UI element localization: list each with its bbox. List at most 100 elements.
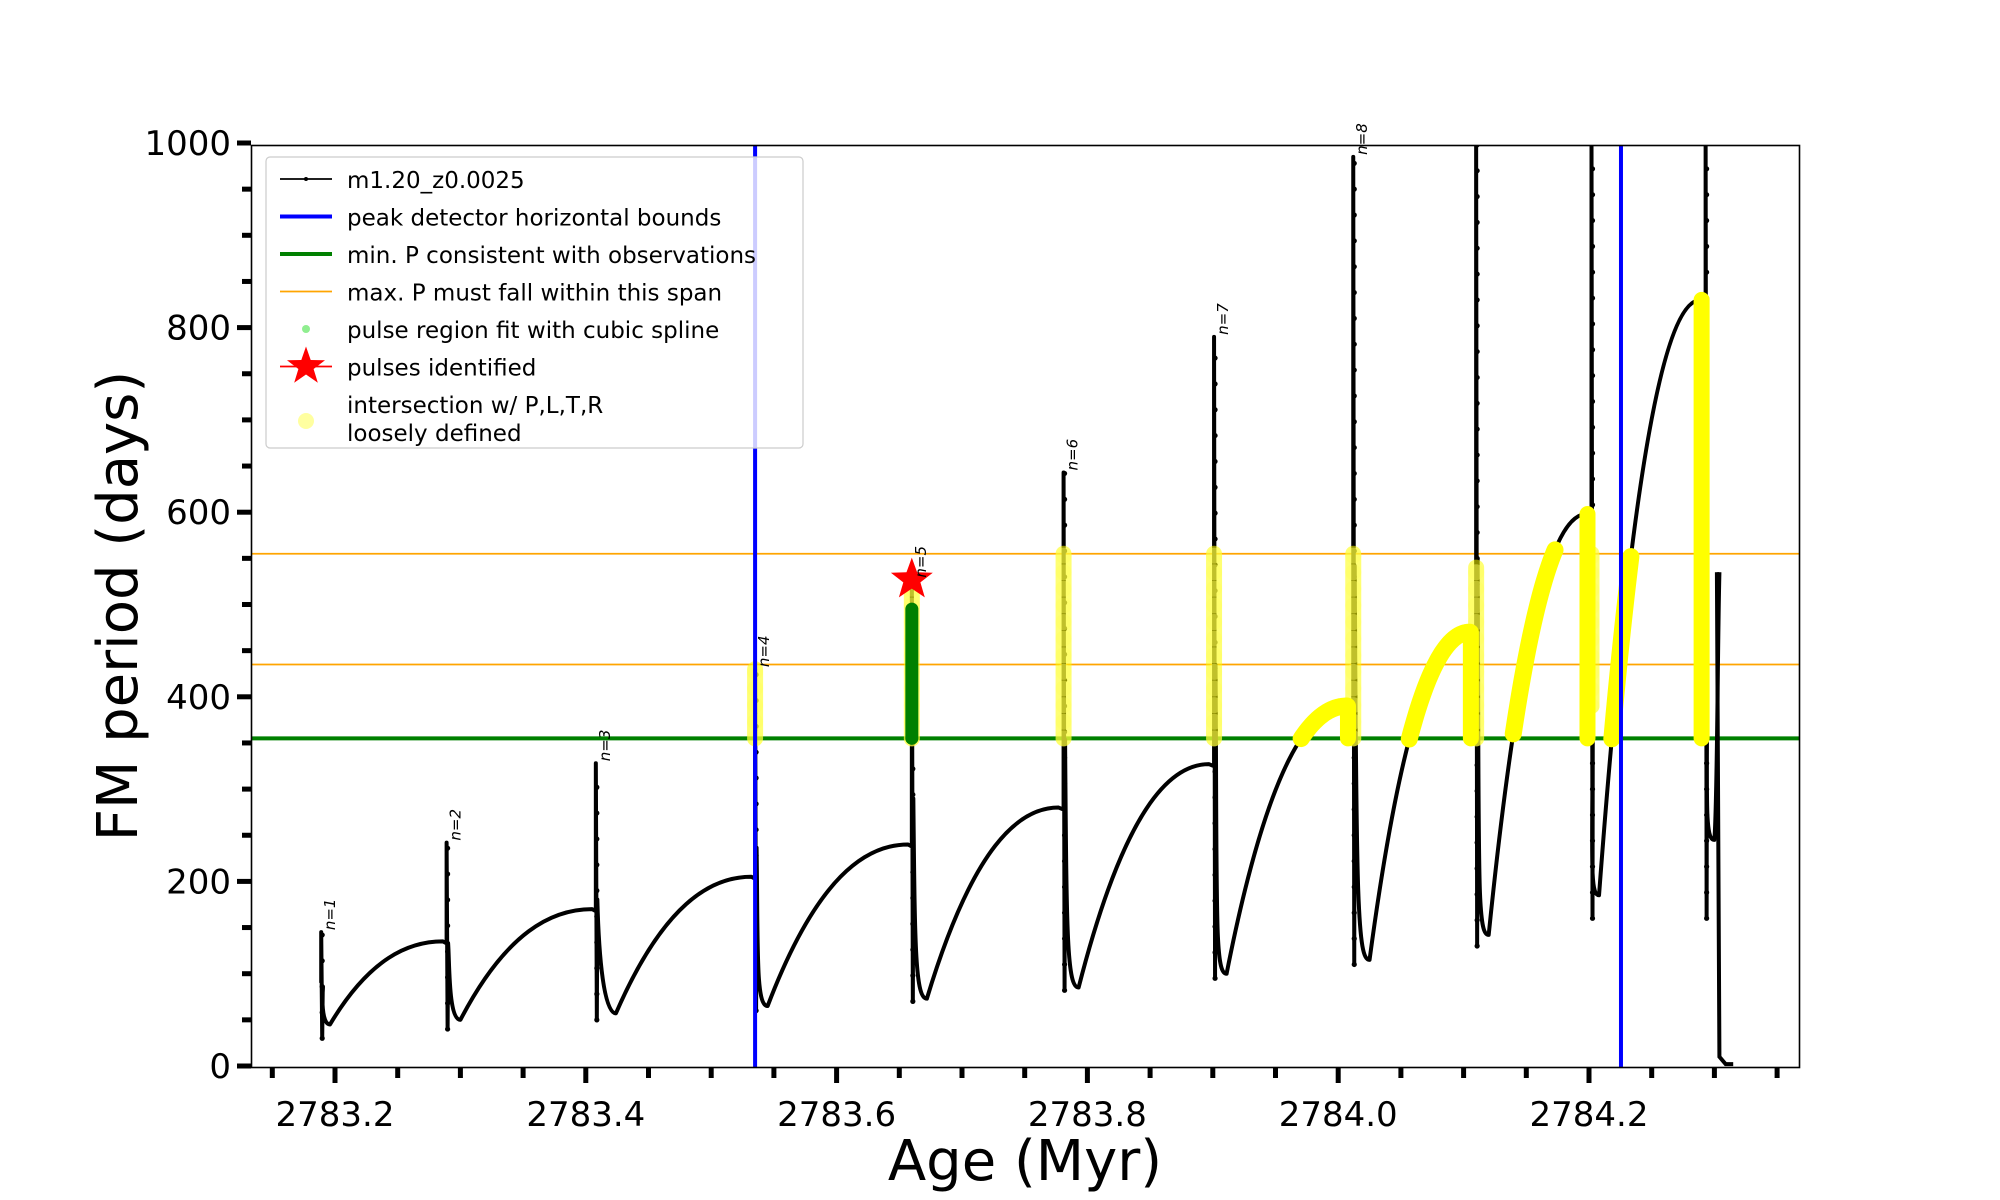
curve-data-point: [1351, 832, 1357, 838]
curve-data-point: [1474, 452, 1480, 458]
curve-data-point: [1589, 372, 1596, 379]
legend-item: pulses identified: [280, 346, 536, 383]
legend-box: [265, 156, 804, 449]
plot-frame: [250, 144, 1801, 1069]
curve-data-point: [445, 845, 451, 851]
curve-data-point: [594, 810, 600, 816]
y-tick-label: 0: [209, 1047, 231, 1087]
legend-item: peak detector horizontal bounds: [280, 206, 721, 232]
curve-data-point: [1212, 407, 1218, 413]
loose-intersection-point: [1206, 713, 1223, 730]
x-tick-label: 2783.4: [526, 1095, 645, 1135]
curve-data-point: [1212, 872, 1218, 878]
curve-data-point: [1589, 450, 1596, 456]
curve-data-point: [445, 897, 451, 903]
curve-data-point: [1589, 864, 1596, 870]
curve-data-point: [319, 1009, 325, 1016]
curve-data-point: [910, 766, 916, 772]
curve-data-point: [1351, 755, 1357, 761]
curve-data-point: [1212, 949, 1218, 956]
reference-lines: [252, 552, 1799, 741]
legend-label: intersection w/ P,L,T,R: [347, 393, 603, 419]
pulse-label: n=6: [1064, 439, 1082, 471]
curve-data-point: [1061, 755, 1068, 761]
loose-intersection-point: [1055, 663, 1072, 680]
curve-data-point: [445, 1026, 451, 1032]
period-curve: [319, 146, 1722, 1041]
curve-data-point: [1704, 166, 1710, 172]
curve-data-point: [1474, 529, 1480, 536]
curve-data-point: [1474, 891, 1480, 897]
pulse-label: n=2: [447, 809, 465, 841]
loose-intersection-point: [1468, 580, 1485, 597]
curve-data-point: [1351, 186, 1357, 192]
curve-data-point: [445, 1000, 451, 1006]
legend-item: m1.20_z0.0025: [280, 168, 525, 194]
curve-data-point: [1212, 820, 1218, 826]
y-tick-label: 200: [166, 862, 231, 902]
loose-intersection-point: [1206, 647, 1223, 664]
pulse-identified-star: [890, 557, 933, 598]
curve-data-point: [1589, 192, 1596, 198]
loose-intersection-point: [1206, 663, 1223, 680]
legend-label: m1.20_z0.0025: [347, 168, 525, 194]
y-tick-label: 600: [166, 493, 231, 533]
curve-data-point: [1704, 915, 1710, 921]
curve-data-point: [1474, 865, 1480, 872]
curve-data-point: [1474, 245, 1480, 251]
curve-data-point: [1474, 374, 1480, 381]
curve-data-point: [1589, 347, 1596, 353]
curve-data-point: [1704, 243, 1710, 249]
loose-intersection-point: [1206, 580, 1223, 597]
curve-data-point: [1589, 915, 1596, 921]
curve-data-point: [1351, 780, 1357, 787]
curve-data-point: [1589, 786, 1596, 792]
curve-data-point: [1589, 269, 1596, 275]
loose-intersection-point: [1206, 730, 1223, 747]
loose-intersection-point: [1055, 680, 1072, 697]
curve-data-point: [1474, 788, 1480, 794]
curve-data-point: [1474, 323, 1480, 329]
curve-data-point: [1589, 295, 1596, 301]
curve-data-point: [319, 984, 325, 990]
curve-data-point: [1474, 426, 1480, 432]
pulse-label: n=8: [1353, 123, 1371, 155]
pulse-labels-layer: n=1 n=2 n=3 n=4 n=5 n=6 n=7 n=8: [321, 123, 1371, 930]
curve-data-point: [1351, 341, 1357, 347]
x-tick-label: 2783.8: [1028, 1095, 1147, 1135]
curve-data-point: [1474, 917, 1480, 923]
curve-data-point: [1704, 760, 1710, 766]
loose-intersection-point: [1345, 597, 1362, 614]
curve-data-point: [1351, 160, 1357, 166]
curve-data-point: [1589, 217, 1596, 224]
curve-data-point: [910, 792, 916, 798]
curve-data-point: [1212, 432, 1218, 439]
loose-intersection-point: [1345, 614, 1362, 631]
period-curve-tail: [1714, 572, 1734, 1067]
curve-data-point: [910, 998, 916, 1004]
loose-intersection-point: [1055, 713, 1072, 730]
curve-data-point: [1704, 192, 1710, 198]
loose-intersection-point: [1055, 697, 1072, 714]
curve-data-point: [1351, 289, 1357, 296]
curve-data-point: [910, 921, 916, 927]
loose-intersection-point: [1055, 647, 1072, 664]
pulse-label: n=4: [755, 635, 773, 667]
curve-data-point: [1704, 889, 1710, 896]
curve-data-point: [1212, 846, 1218, 852]
curve-data-point: [1061, 470, 1068, 477]
curve-data-point: [319, 1035, 325, 1041]
loose-intersection-point: [1345, 564, 1362, 581]
loose-intersection-point: [1206, 547, 1223, 564]
curve-data-point: [1589, 502, 1596, 508]
curve-data-point: [1212, 458, 1218, 465]
curve-data-point: [1351, 444, 1357, 451]
loose-intersection-point: [1055, 614, 1072, 631]
curve-data-point: [1351, 419, 1357, 425]
loose-intersection-point: [1206, 630, 1223, 647]
curve-data-point: [1474, 146, 1480, 148]
curve-data-point: [594, 965, 600, 971]
curve-data-point: [594, 991, 600, 997]
legend-item: max. P must fall within this span: [280, 281, 722, 307]
